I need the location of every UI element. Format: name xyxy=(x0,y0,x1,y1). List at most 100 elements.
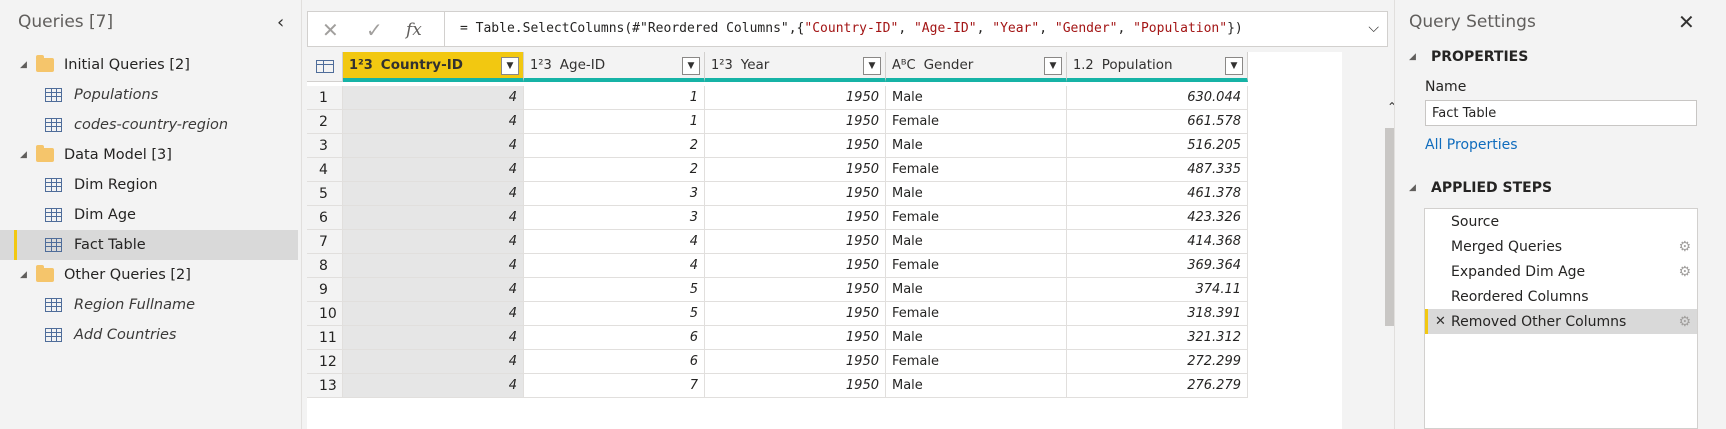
table-cell[interactable]: 4 xyxy=(343,302,524,326)
expand-formula-chevron-icon[interactable]: ⌵ xyxy=(1368,20,1379,36)
row-number[interactable]: 1 xyxy=(307,86,343,110)
row-number[interactable]: 13 xyxy=(307,374,343,398)
table-cell[interactable]: 1950 xyxy=(705,326,886,350)
data-type-icon[interactable]: 1.2 xyxy=(1073,57,1094,73)
column-header[interactable]: AᴮC Gender ▼ xyxy=(886,52,1067,82)
table-menu-button[interactable] xyxy=(307,52,343,82)
table-cell[interactable]: 2 xyxy=(524,134,705,158)
table-cell[interactable]: Male xyxy=(886,230,1067,254)
formula-input[interactable]: = Table.SelectColumns(#"Reordered Column… xyxy=(460,21,1243,36)
table-cell[interactable]: Female xyxy=(886,206,1067,230)
table-cell[interactable]: 5 xyxy=(524,278,705,302)
table-cell[interactable]: 2 xyxy=(524,158,705,182)
table-cell[interactable]: Male xyxy=(886,182,1067,206)
table-cell[interactable]: 414.368 xyxy=(1067,230,1248,254)
table-cell[interactable]: Male xyxy=(886,374,1067,398)
filter-dropdown-icon[interactable]: ▼ xyxy=(1225,57,1243,75)
collapse-chevron-icon[interactable]: ‹ xyxy=(277,12,285,33)
table-cell[interactable]: 516.205 xyxy=(1067,134,1248,158)
table-cell[interactable]: 5 xyxy=(524,302,705,326)
table-cell[interactable]: Female xyxy=(886,302,1067,326)
row-number[interactable]: 12 xyxy=(307,350,343,374)
table-cell[interactable]: 4 xyxy=(343,230,524,254)
fx-icon[interactable]: fx xyxy=(406,20,422,40)
applied-step[interactable]: Source xyxy=(1425,209,1697,234)
table-cell[interactable]: 1 xyxy=(524,86,705,110)
data-type-icon[interactable]: 1²3 xyxy=(711,57,733,73)
table-cell[interactable]: 1950 xyxy=(705,110,886,134)
applied-step[interactable]: Merged Queries ⚙ xyxy=(1425,234,1697,259)
name-input[interactable] xyxy=(1425,100,1697,126)
table-cell[interactable]: 272.299 xyxy=(1067,350,1248,374)
table-cell[interactable]: 4 xyxy=(343,110,524,134)
all-properties-link[interactable]: All Properties xyxy=(1425,137,1518,153)
table-cell[interactable]: 1950 xyxy=(705,278,886,302)
column-header[interactable]: 1²3 Age-ID ▼ xyxy=(524,52,705,82)
table-cell[interactable]: 7 xyxy=(524,374,705,398)
row-number[interactable]: 6 xyxy=(307,206,343,230)
properties-heading[interactable]: ◢ PROPERTIES xyxy=(1409,49,1528,65)
applied-step[interactable]: ✕ Removed Other Columns ⚙ xyxy=(1425,309,1697,334)
query-item[interactable]: Add Countries xyxy=(0,320,298,350)
scroll-up-chevron-icon[interactable]: ⌃ xyxy=(1387,100,1398,114)
table-cell[interactable]: 1950 xyxy=(705,350,886,374)
row-number[interactable]: 10 xyxy=(307,302,343,326)
table-cell[interactable]: 1950 xyxy=(705,230,886,254)
table-cell[interactable]: 369.364 xyxy=(1067,254,1248,278)
table-cell[interactable]: 3 xyxy=(524,182,705,206)
table-cell[interactable]: 4 xyxy=(343,278,524,302)
table-cell[interactable]: 1950 xyxy=(705,182,886,206)
table-cell[interactable]: 630.044 xyxy=(1067,86,1248,110)
table-cell[interactable]: Female xyxy=(886,350,1067,374)
query-item[interactable]: Populations xyxy=(0,80,298,110)
table-cell[interactable]: 4 xyxy=(343,206,524,230)
query-item[interactable]: Region Fullname xyxy=(0,290,298,320)
query-group[interactable]: ◢ Other Queries [2] xyxy=(0,260,298,290)
row-number[interactable]: 9 xyxy=(307,278,343,302)
applied-step[interactable]: Expanded Dim Age ⚙ xyxy=(1425,259,1697,284)
table-cell[interactable]: 4 xyxy=(343,158,524,182)
query-group[interactable]: ◢ Initial Queries [2] xyxy=(0,50,298,80)
table-cell[interactable]: 661.578 xyxy=(1067,110,1248,134)
row-number[interactable]: 11 xyxy=(307,326,343,350)
close-icon[interactable]: ✕ xyxy=(1678,10,1695,34)
query-item[interactable]: codes-country-region xyxy=(0,110,298,140)
table-cell[interactable]: 1 xyxy=(524,110,705,134)
table-cell[interactable]: 1950 xyxy=(705,254,886,278)
table-cell[interactable]: 1950 xyxy=(705,374,886,398)
table-cell[interactable]: 6 xyxy=(524,350,705,374)
filter-dropdown-icon[interactable]: ▼ xyxy=(682,57,700,75)
table-cell[interactable]: 461.378 xyxy=(1067,182,1248,206)
query-item[interactable]: Dim Region xyxy=(0,170,298,200)
table-cell[interactable]: 487.335 xyxy=(1067,158,1248,182)
table-cell[interactable]: 4 xyxy=(343,182,524,206)
filter-dropdown-icon[interactable]: ▼ xyxy=(1044,57,1062,75)
applied-steps-heading[interactable]: ◢ APPLIED STEPS xyxy=(1409,180,1552,196)
table-cell[interactable]: Male xyxy=(886,326,1067,350)
query-item[interactable]: Fact Table xyxy=(0,230,298,260)
table-cell[interactable]: 4 xyxy=(343,134,524,158)
table-cell[interactable]: 1950 xyxy=(705,302,886,326)
table-cell[interactable]: 374.11 xyxy=(1067,278,1248,302)
column-header[interactable]: 1²3 Year ▼ xyxy=(705,52,886,82)
table-cell[interactable]: 1950 xyxy=(705,134,886,158)
table-cell[interactable]: 318.391 xyxy=(1067,302,1248,326)
table-cell[interactable]: 423.326 xyxy=(1067,206,1248,230)
confirm-icon[interactable]: ✓ xyxy=(366,18,383,42)
query-group[interactable]: ◢ Data Model [3] xyxy=(0,140,298,170)
delete-step-icon[interactable]: ✕ xyxy=(1435,314,1446,329)
table-cell[interactable]: Female xyxy=(886,110,1067,134)
table-cell[interactable]: 4 xyxy=(343,350,524,374)
row-number[interactable]: 5 xyxy=(307,182,343,206)
table-cell[interactable]: 276.279 xyxy=(1067,374,1248,398)
table-cell[interactable]: 4 xyxy=(524,230,705,254)
filter-dropdown-icon[interactable]: ▼ xyxy=(863,57,881,75)
gear-icon[interactable]: ⚙ xyxy=(1678,263,1691,280)
table-cell[interactable]: 1950 xyxy=(705,206,886,230)
filter-dropdown-icon[interactable]: ▼ xyxy=(501,57,519,75)
cancel-icon[interactable]: ✕ xyxy=(322,18,339,42)
data-type-icon[interactable]: AᴮC xyxy=(892,57,916,73)
column-header[interactable]: 1²3 Country-ID ▼ xyxy=(343,52,524,82)
row-number[interactable]: 8 xyxy=(307,254,343,278)
table-cell[interactable]: 1950 xyxy=(705,86,886,110)
